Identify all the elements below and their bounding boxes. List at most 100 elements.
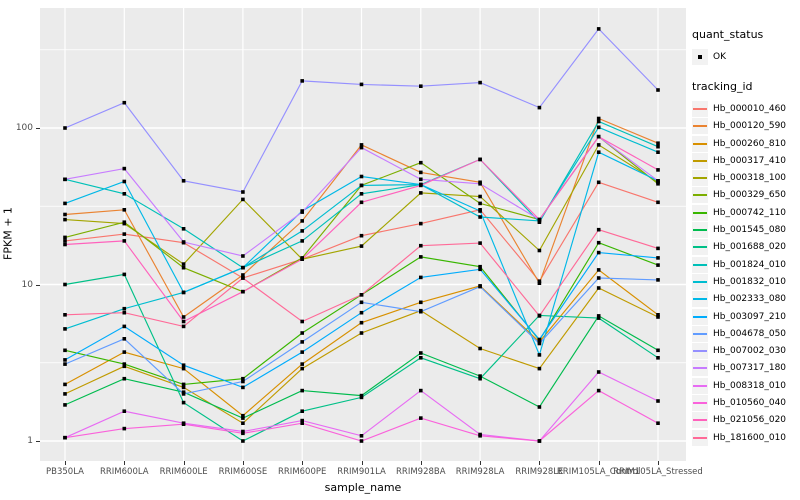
data-point (596, 276, 601, 280)
data-point (359, 183, 364, 188)
data-point (656, 179, 660, 183)
data-point (596, 388, 601, 393)
data-point (656, 356, 660, 360)
data-point (359, 439, 364, 443)
data-point (122, 310, 127, 315)
black-point-icon (698, 54, 702, 59)
y-tick-label: 10 (21, 279, 33, 290)
x-tick-label: RRIM600LE (159, 467, 208, 477)
data-point (596, 134, 601, 139)
x-tick-mark (361, 461, 363, 465)
data-point (122, 208, 127, 212)
legend-tracking-id-items: Hb_000010_460 Hb_000120_590 Hb_000260_810 H… (692, 100, 798, 446)
data-point (300, 388, 304, 393)
legend-item-label: Hb_001824_010 (713, 259, 787, 270)
data-point (656, 263, 660, 267)
data-point (359, 393, 364, 398)
data-point (63, 235, 67, 240)
x-tick-label: RRIM105LA_Stressed (613, 467, 703, 477)
data-point (359, 145, 364, 150)
x-tick-mark (183, 461, 185, 465)
legend-key (692, 377, 708, 394)
data-point (63, 239, 67, 243)
data-point (300, 239, 304, 243)
data-point (300, 79, 304, 83)
x-tick-mark (539, 461, 541, 465)
legend-key (692, 222, 708, 239)
legend-line-swatch-icon (693, 263, 707, 266)
legend-item: Hb_000329_650 (692, 187, 798, 204)
x-tick-mark (65, 461, 66, 465)
data-point (656, 315, 660, 319)
data-point (300, 340, 304, 344)
data-point (300, 210, 304, 214)
data-point (181, 319, 186, 324)
legend-item: Hb_000317_410 (692, 152, 798, 169)
legend-spacer (692, 65, 798, 80)
data-point (63, 435, 67, 440)
data-point (63, 348, 67, 353)
data-point (63, 382, 67, 387)
legend-line-swatch-icon (693, 419, 707, 422)
legend-key (692, 325, 708, 342)
legend-key (692, 135, 708, 152)
legend-item-label: Hb_000318_100 (713, 173, 787, 184)
data-point (478, 201, 482, 206)
legend-item: Hb_000010_460 (692, 100, 798, 117)
data-point (122, 179, 127, 184)
legend-line-swatch-icon (693, 332, 707, 335)
legend-key (692, 273, 708, 290)
data-point (537, 314, 542, 318)
data-point (241, 273, 245, 277)
x-tick-label: RRIM105LA_Control (556, 467, 641, 477)
data-point (359, 434, 364, 438)
legend-line-swatch-icon (693, 436, 707, 439)
legend-item: Hb_010560_040 (692, 394, 798, 411)
data-point (359, 244, 364, 248)
x-tick-mark (420, 461, 422, 465)
data-point (478, 215, 482, 219)
data-point (359, 310, 364, 315)
data-point (596, 370, 601, 374)
legend-item-label: Hb_008318_010 (713, 380, 787, 391)
x-tick-label: RRIM928BA (396, 467, 446, 477)
data-point (478, 157, 482, 162)
data-point (478, 264, 482, 269)
legend-label-ok: OK (713, 51, 726, 62)
data-point (596, 116, 601, 121)
data-point (359, 320, 364, 325)
data-point (419, 275, 423, 280)
legend-key (692, 256, 708, 273)
legend-key (692, 429, 708, 446)
data-point (63, 242, 67, 247)
data-point (63, 403, 67, 407)
legend-item-label: Hb_000317_410 (713, 155, 787, 166)
y-tick-label: 1 (27, 436, 33, 446)
legend-item: Hb_001545_080 (692, 221, 798, 239)
data-point (596, 250, 601, 255)
data-point (359, 200, 364, 205)
legend-item: Hb_181600_010 (692, 429, 798, 446)
data-point (122, 376, 127, 381)
data-point (596, 314, 601, 318)
data-point (656, 421, 660, 425)
legend-item-label: Hb_021056_020 (713, 415, 787, 426)
legend-key (692, 343, 708, 360)
legend-line-swatch-icon (693, 315, 707, 318)
legend-line-swatch-icon (693, 367, 707, 370)
data-point (478, 267, 482, 272)
legend-key (692, 118, 708, 135)
data-point (419, 170, 423, 175)
data-point (656, 348, 660, 353)
data-point (241, 276, 245, 280)
legend: quant_status OK tracking_id Hb_000010_46… (692, 28, 798, 446)
data-point (419, 388, 423, 393)
data-point (359, 192, 364, 196)
legend-item: Hb_007002_030 (692, 342, 798, 360)
data-point (122, 272, 127, 277)
data-point (122, 364, 127, 369)
legend-line-swatch-icon (693, 211, 707, 214)
data-point (537, 248, 542, 253)
data-point (656, 246, 660, 251)
data-point (478, 434, 482, 438)
